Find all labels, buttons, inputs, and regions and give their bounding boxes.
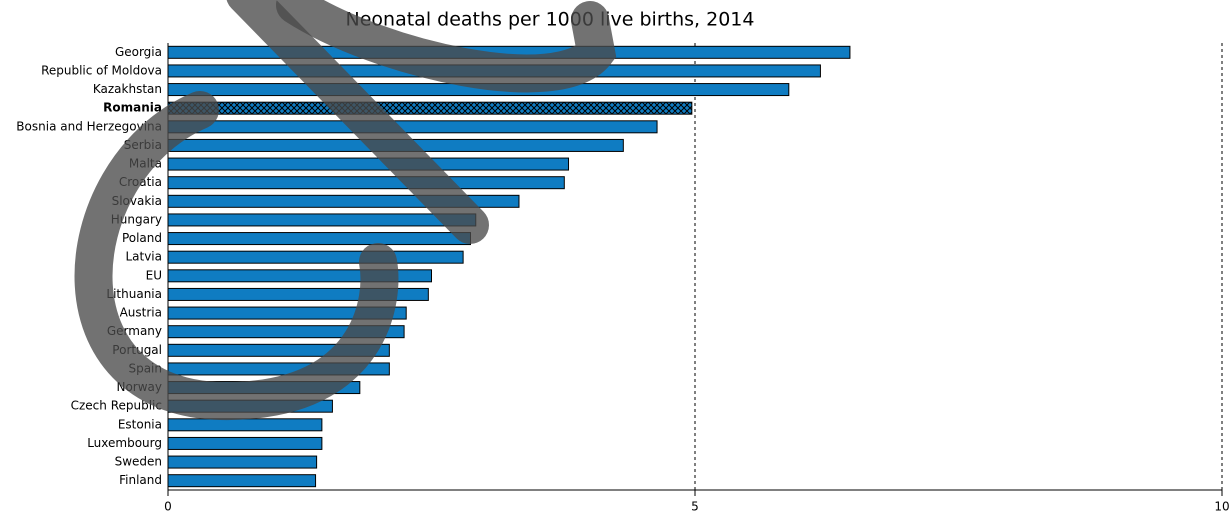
y-tick-label: Estonia [118,417,162,431]
page: Neonatal deaths per 1000 live births, 20… [0,0,1231,518]
y-tick-label: Kazakhstan [93,82,162,96]
bar [168,233,470,245]
y-tick-label: Finland [119,473,162,487]
y-tick-label: Latvia [125,250,162,264]
bar [168,456,317,468]
y-tick-label: Lithuania [106,287,162,301]
y-tick-label: Republic of Moldova [41,63,162,77]
bar [168,437,322,449]
y-tick-label: Poland [122,231,162,245]
y-tick-label: Romania [103,101,162,115]
bar [168,158,569,170]
y-tick-label: Luxembourg [87,436,162,450]
y-tick-label: Austria [120,306,162,320]
chart-title: Neonatal deaths per 1000 live births, 20… [346,9,755,31]
y-tick-label: EU [146,268,162,282]
bar [168,419,322,431]
y-tick-label: Georgia [115,45,162,59]
x-tick-label: 0 [164,500,172,514]
bar [168,251,463,263]
y-tick-label: Sweden [115,455,162,469]
x-tick-label: 5 [691,500,699,514]
x-tick-label: 10 [1214,500,1229,514]
bar [168,102,692,114]
chart: Neonatal deaths per 1000 live births, 20… [0,0,1231,518]
bar [168,177,564,189]
bar [168,214,476,226]
bar [168,121,657,133]
bar [168,475,316,487]
